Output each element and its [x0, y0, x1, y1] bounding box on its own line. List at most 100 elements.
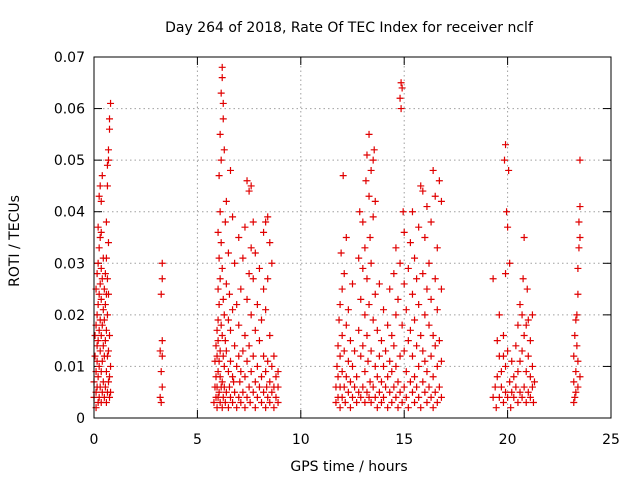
data-point — [221, 399, 229, 407]
data-point — [386, 388, 394, 396]
data-point — [400, 228, 408, 236]
data-point — [222, 347, 230, 355]
data-point — [514, 321, 522, 329]
data-point — [392, 393, 400, 401]
data-point — [421, 357, 429, 365]
data-point — [419, 347, 427, 355]
data-point — [522, 399, 530, 407]
data-point — [576, 156, 584, 164]
data-point — [235, 321, 243, 329]
data-point — [229, 399, 237, 407]
data-point — [380, 306, 388, 314]
data-point — [386, 285, 394, 293]
data-point — [340, 347, 348, 355]
data-point — [95, 244, 103, 252]
data-point — [390, 342, 398, 350]
data-point — [518, 393, 526, 401]
x-tick-label: 20 — [499, 432, 517, 448]
data-point — [489, 275, 497, 283]
data-point — [247, 182, 255, 190]
data-point — [512, 342, 520, 350]
data-point — [218, 74, 226, 82]
data-point — [95, 290, 103, 298]
data-point — [251, 249, 259, 257]
data-point — [344, 388, 352, 396]
data-point — [247, 244, 255, 252]
data-point — [404, 337, 412, 345]
data-point — [399, 208, 407, 216]
data-point — [342, 234, 350, 241]
data-point — [571, 331, 579, 339]
data-point — [264, 275, 272, 283]
data-point — [574, 357, 582, 365]
data-point — [411, 399, 419, 407]
data-point — [239, 347, 247, 355]
data-point — [270, 352, 278, 360]
data-point — [338, 368, 346, 376]
data-point — [103, 182, 111, 190]
data-point — [340, 383, 348, 391]
y-axis-label: ROTI / TECUs — [7, 195, 23, 287]
data-point — [528, 311, 536, 319]
data-point — [575, 218, 583, 226]
data-point — [237, 399, 245, 407]
data-point — [336, 352, 344, 360]
data-point — [497, 368, 505, 376]
data-point — [506, 259, 514, 267]
data-point — [96, 347, 104, 355]
data-point — [220, 311, 228, 319]
data-point — [349, 280, 356, 288]
data-point — [249, 218, 257, 226]
data-point — [363, 151, 371, 159]
data-point — [274, 399, 282, 407]
data-point — [249, 352, 257, 360]
data-point — [398, 84, 406, 92]
y-tick-label: 0 — [76, 411, 85, 427]
data-point — [253, 301, 261, 309]
data-point — [106, 125, 114, 133]
data-point — [96, 182, 104, 190]
data-point — [346, 378, 354, 386]
data-point — [102, 399, 110, 407]
data-point — [429, 166, 437, 174]
data-point — [371, 290, 379, 298]
y-tick-label: 0.04 — [54, 205, 85, 221]
data-point — [224, 249, 232, 257]
data-point — [103, 311, 111, 319]
data-point — [371, 197, 379, 205]
data-point — [239, 254, 247, 262]
data-point — [500, 156, 508, 164]
x-tick-label: 10 — [292, 432, 310, 448]
data-point — [495, 393, 503, 401]
data-point — [226, 393, 234, 401]
data-point — [433, 399, 441, 407]
data-point — [225, 383, 233, 391]
data-point — [369, 316, 377, 324]
data-point — [382, 347, 390, 355]
data-point — [214, 337, 222, 345]
data-point — [510, 393, 518, 401]
data-point — [373, 404, 381, 412]
data-point — [361, 244, 369, 252]
data-point — [106, 373, 114, 381]
data-point — [237, 285, 245, 293]
data-point — [365, 130, 373, 138]
data-point — [226, 166, 234, 174]
data-point — [370, 146, 378, 154]
data-point — [263, 383, 271, 391]
data-point — [359, 264, 367, 272]
data-point — [103, 161, 111, 169]
data-point — [338, 331, 346, 339]
y-tick-label: 0.07 — [54, 50, 85, 66]
data-point — [260, 388, 268, 396]
data-point — [215, 254, 223, 262]
data-point — [529, 399, 537, 407]
data-point — [518, 311, 526, 319]
data-point — [332, 399, 340, 407]
y-tick-label: 0.03 — [54, 256, 85, 272]
data-point — [413, 342, 421, 350]
data-point — [419, 378, 427, 386]
data-point — [371, 362, 379, 370]
data-point — [402, 306, 410, 314]
data-point — [222, 388, 230, 396]
